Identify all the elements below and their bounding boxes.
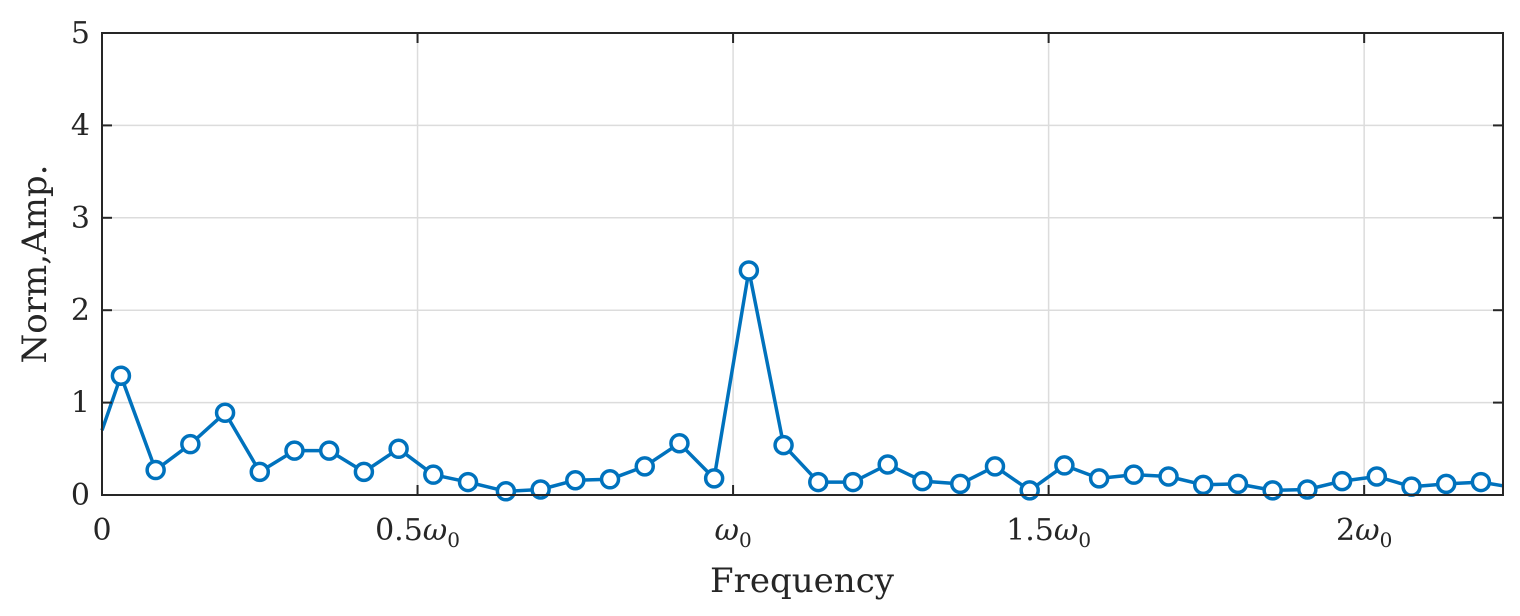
- x-tick-label: 1.5ω0: [1006, 513, 1091, 552]
- data-point: [284, 440, 305, 461]
- y-tick-label: 4: [71, 108, 90, 143]
- series-line: [100, 268, 1504, 494]
- data-point: [1227, 473, 1249, 495]
- data-point: [1470, 471, 1492, 493]
- data-point: [599, 469, 621, 490]
- data-point: [423, 464, 444, 485]
- data-point: [1366, 466, 1388, 487]
- data-point: [353, 461, 375, 483]
- data-point: [249, 461, 271, 483]
- data-point: [1262, 480, 1283, 501]
- data-point: [318, 440, 340, 461]
- data-point: [773, 434, 794, 456]
- data-point: [1158, 466, 1179, 487]
- data-point: [1088, 468, 1110, 489]
- data-point: [669, 433, 690, 454]
- data-point: [495, 481, 517, 502]
- y-axis-title: Norm,Amp.: [15, 165, 55, 364]
- data-point: [1435, 473, 1457, 495]
- y-tick-label: 5: [71, 16, 90, 51]
- grid: [101, 32, 1503, 496]
- data-point: [1123, 464, 1145, 485]
- data-point: [1331, 470, 1353, 492]
- data-point: [912, 470, 933, 492]
- data-point: [634, 456, 655, 477]
- y-tick-label: 2: [71, 293, 90, 328]
- series-layer: [100, 260, 1504, 502]
- data-point: [1019, 480, 1040, 501]
- data-point: [530, 479, 551, 500]
- data-point: [145, 459, 166, 481]
- plot-frame: [101, 32, 1504, 496]
- ticks: [101, 32, 1503, 496]
- data-point: [703, 468, 725, 489]
- data-point: [877, 454, 898, 475]
- y-tick-label: 1: [71, 386, 90, 421]
- data-point: [457, 471, 479, 493]
- data-point: [1054, 455, 1075, 476]
- data-point: [1401, 476, 1422, 497]
- data-point: [1297, 479, 1318, 500]
- data-point: [1192, 474, 1214, 496]
- data-point: [180, 433, 201, 455]
- x-axis-title: Frequency: [710, 561, 895, 601]
- data-point: [808, 471, 829, 493]
- data-point: [565, 469, 586, 491]
- x-tick-label: 0.5ω0: [375, 513, 460, 552]
- x-tick-label: ω0: [714, 513, 751, 552]
- data-point: [738, 260, 760, 281]
- data-point: [842, 471, 864, 493]
- y-tick-label: 3: [71, 201, 90, 236]
- data-point: [984, 456, 1006, 477]
- y-tick-label: 0: [71, 478, 90, 513]
- data-point: [110, 365, 132, 387]
- x-tick-label: 0: [92, 513, 111, 548]
- data-point: [388, 438, 409, 460]
- tick-labels: 0 0.5ω0 ω0 1.5ω0 2ω0 0 1 2 3 4 5: [71, 16, 1392, 552]
- x-tick-label: 2ω0: [1336, 513, 1392, 552]
- data-point: [214, 402, 236, 424]
- data-point: [950, 473, 971, 495]
